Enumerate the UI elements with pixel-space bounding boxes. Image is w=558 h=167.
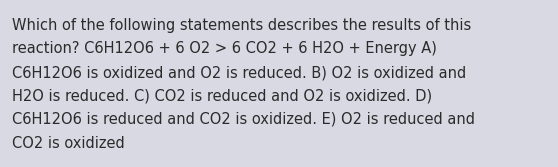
Text: reaction? C6H12O6 + 6 O2 > 6 CO2 + 6 H2O + Energy A): reaction? C6H12O6 + 6 O2 > 6 CO2 + 6 H2O… <box>12 42 437 56</box>
Text: C6H12O6 is reduced and CO2 is oxidized. E) O2 is reduced and: C6H12O6 is reduced and CO2 is oxidized. … <box>12 112 475 127</box>
Text: H2O is reduced. C) CO2 is reduced and O2 is oxidized. D): H2O is reduced. C) CO2 is reduced and O2… <box>12 89 432 104</box>
Text: C6H12O6 is oxidized and O2 is reduced. B) O2 is oxidized and: C6H12O6 is oxidized and O2 is reduced. B… <box>12 65 466 80</box>
Text: Which of the following statements describes the results of this: Which of the following statements descri… <box>12 18 472 33</box>
Text: CO2 is oxidized: CO2 is oxidized <box>12 135 125 150</box>
